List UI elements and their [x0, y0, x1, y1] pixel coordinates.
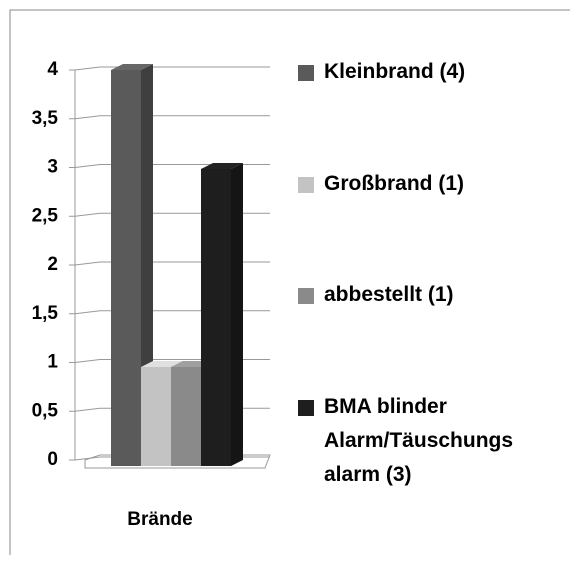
bar-top — [111, 64, 153, 70]
legend-item: abbestellt (1) — [298, 278, 568, 312]
y-tick-label: 0 — [47, 449, 58, 470]
floor — [84, 454, 271, 469]
legend-swatch — [298, 65, 314, 81]
y-tick-label: 1,5 — [32, 303, 59, 324]
legend-label: abbestellt (1) — [324, 283, 454, 306]
bar — [171, 367, 201, 466]
y-tick-label: 0,5 — [32, 400, 59, 421]
bar-top — [141, 361, 183, 367]
bar — [141, 367, 171, 466]
bar-top — [201, 163, 243, 169]
legend-label: Großbrand (1) — [324, 172, 464, 195]
y-tick-label: 3 — [47, 157, 58, 178]
legend-swatch — [298, 288, 314, 304]
legend-item: Großbrand (1) — [298, 167, 568, 201]
grid-line — [74, 115, 270, 120]
y-tick-label: 2 — [47, 254, 58, 275]
legend-label: Kleinbrand (4) — [324, 60, 466, 83]
x-tick-label: Brände — [127, 509, 192, 530]
y-tick-label: 4 — [47, 59, 58, 80]
grid-line — [74, 66, 270, 71]
frame — [9, 9, 570, 555]
legend-label: BMA blinder Alarm/Täuschungs alarm (3) — [324, 395, 514, 486]
legend-item: BMA blinder Alarm/Täuschungs alarm (3) — [298, 390, 568, 492]
legend-swatch — [298, 400, 314, 416]
legend-item: Kleinbrand (4) — [298, 55, 568, 89]
bar-side — [231, 163, 243, 466]
y-tick-label: 1 — [47, 352, 58, 373]
bar — [201, 169, 231, 466]
y-tick-label: 3,5 — [32, 108, 59, 129]
bar — [111, 70, 141, 466]
legend-swatch — [298, 177, 314, 193]
y-tick-label: 2,5 — [32, 205, 59, 226]
